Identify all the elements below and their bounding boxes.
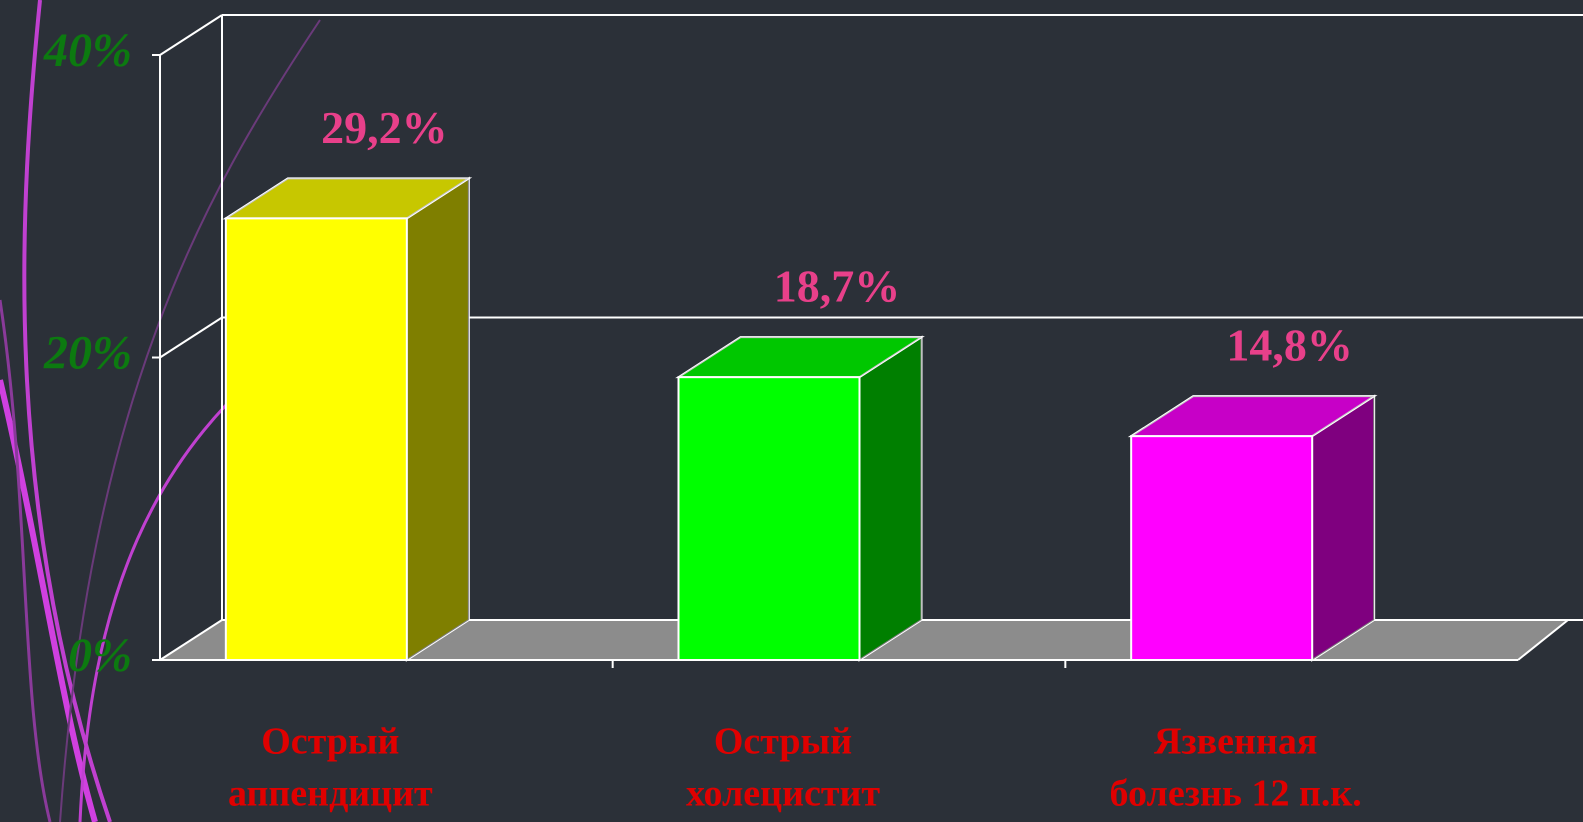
value-label: 14,8%: [1226, 320, 1353, 371]
y-tick-label: 0%: [68, 629, 132, 682]
x-tick-label: Острый: [714, 721, 852, 763]
y-tick-label: 40%: [43, 24, 132, 77]
x-tick-label: холецистит: [686, 773, 880, 815]
x-tick-label: Язвенная: [1154, 721, 1317, 763]
bar: [1131, 436, 1312, 660]
grid-line: [160, 318, 222, 358]
chart: 0% 20% 40% 29,2% Острый аппендицит 18,7% Острый…: [0, 0, 1583, 822]
x-tick-label: Острый: [261, 721, 399, 763]
shade: [1312, 396, 1374, 660]
y-tick-label: 20%: [43, 327, 132, 380]
bar: [226, 218, 407, 660]
value-label: 18,7%: [774, 261, 901, 312]
shade: [407, 178, 469, 660]
shade: [860, 337, 922, 660]
value-label: 29,2%: [321, 102, 448, 153]
grid-line: [160, 15, 222, 55]
bar: [679, 377, 860, 660]
x-tick-label: аппендицит: [228, 773, 433, 815]
x-tick-label: болезнь 12 п.к.: [1110, 773, 1362, 815]
